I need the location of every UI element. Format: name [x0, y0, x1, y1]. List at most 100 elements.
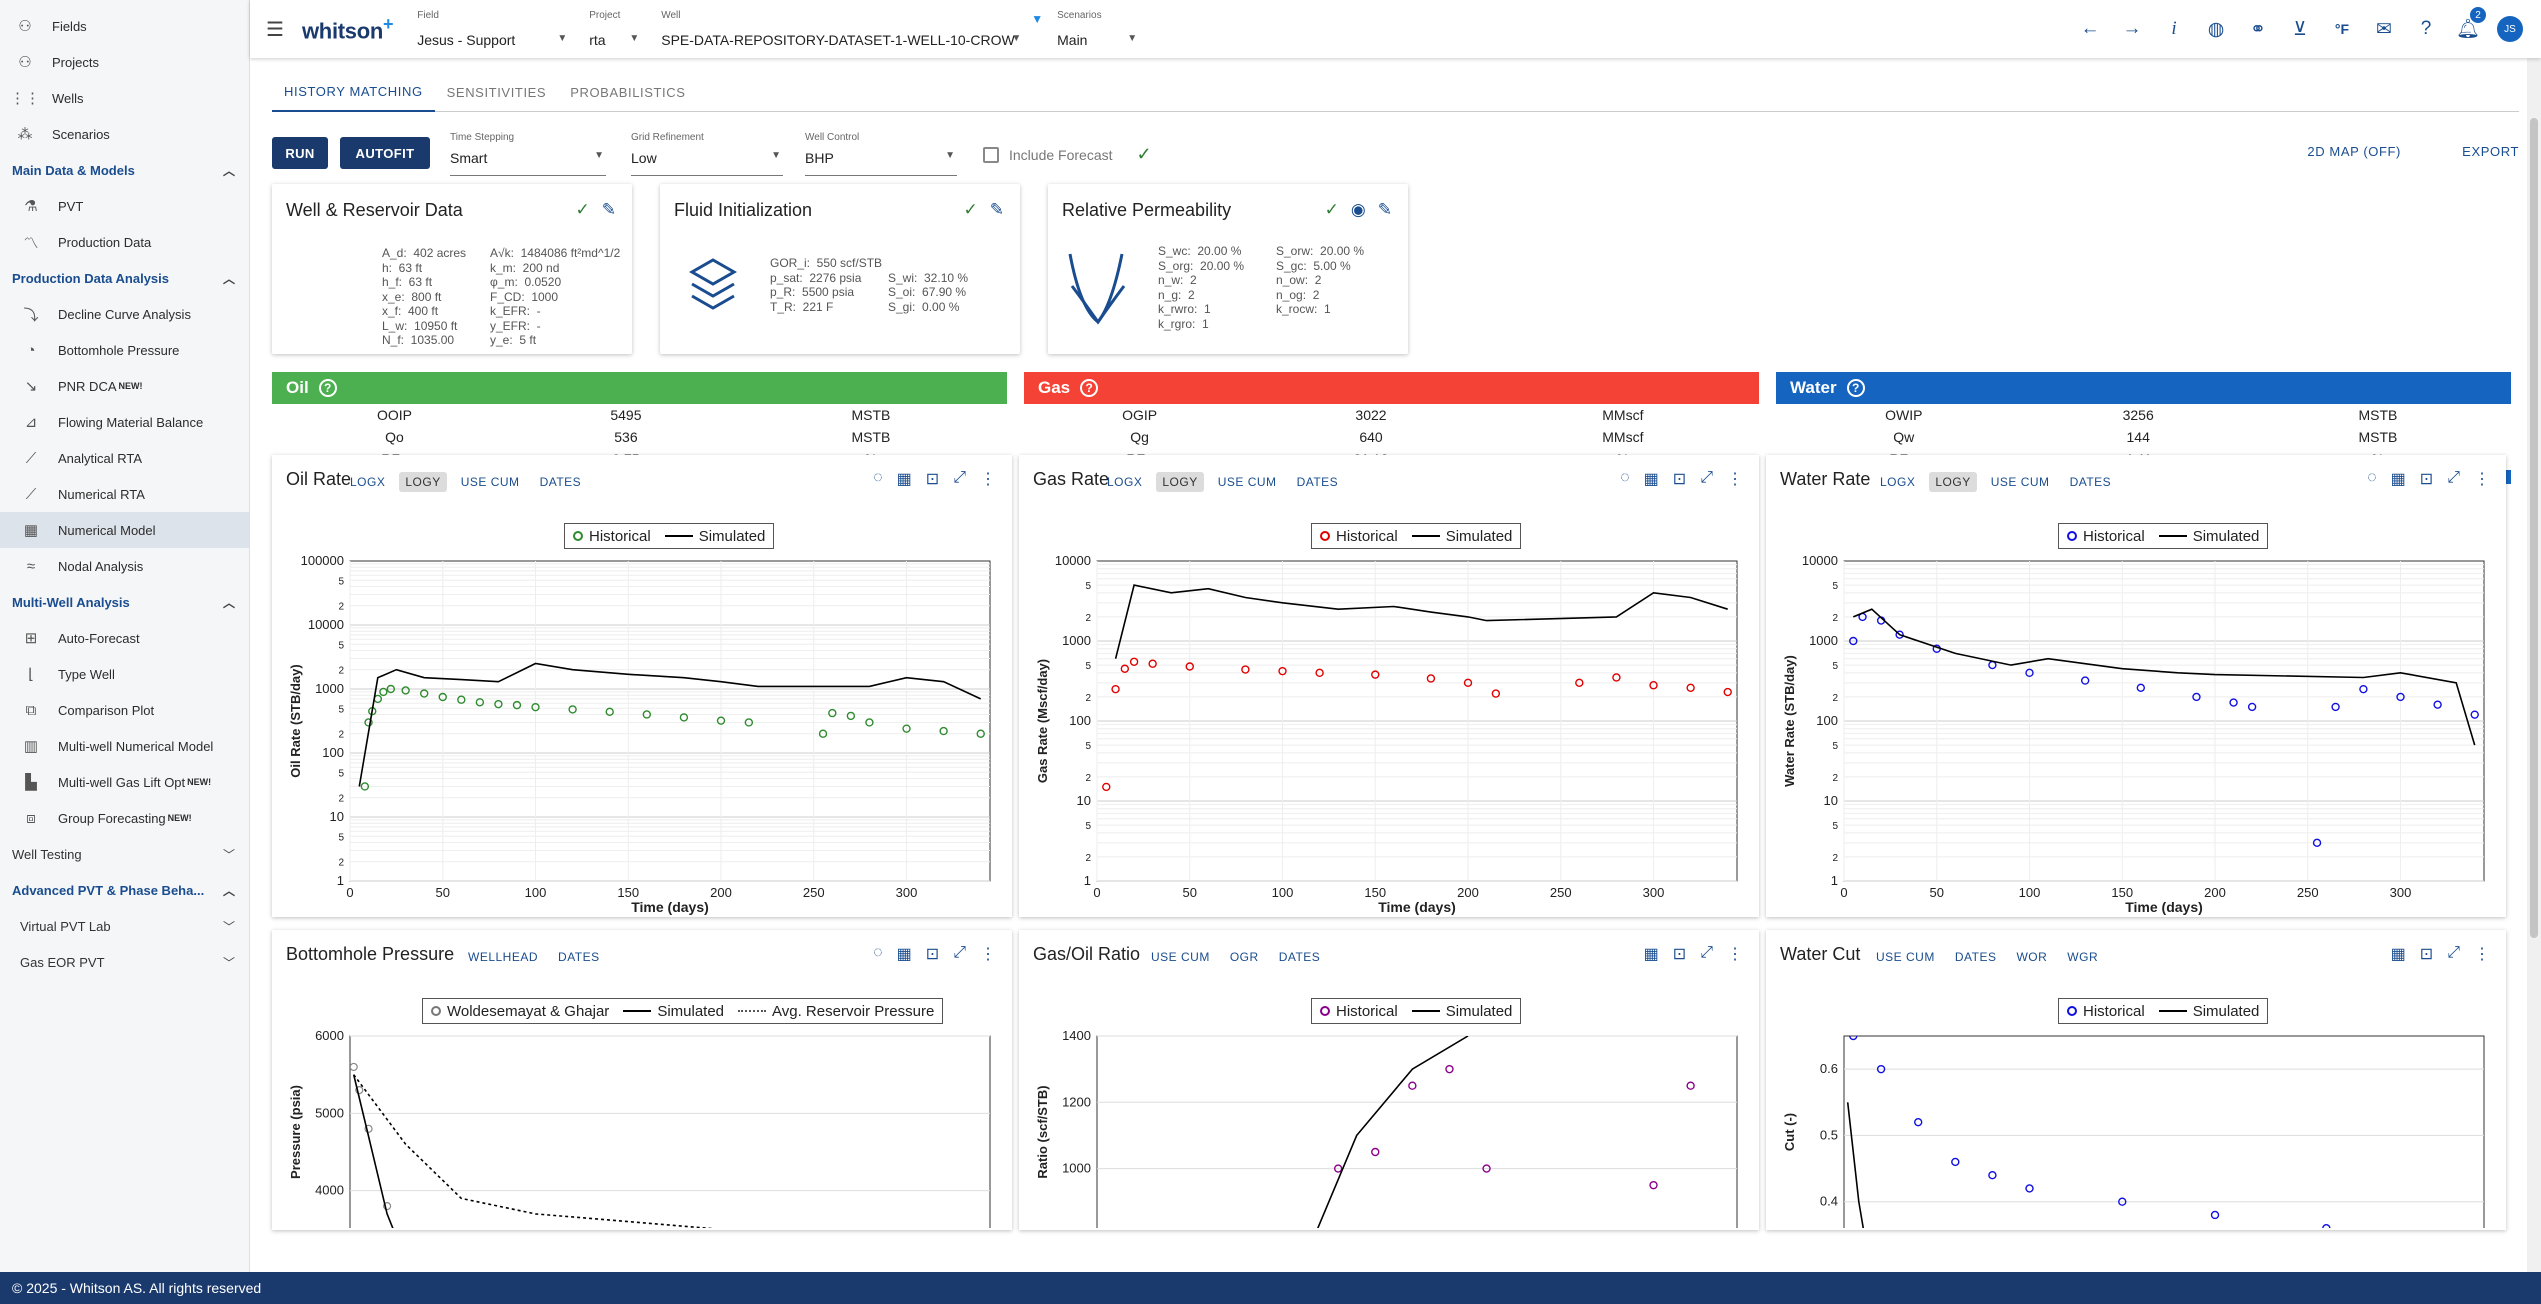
fullscreen-icon[interactable]: ⤢ [1700, 944, 1713, 961]
toggle-dates[interactable]: DATES [1954, 950, 1997, 964]
more-vert-icon[interactable]: ⋮ [2474, 946, 2490, 963]
export-button[interactable]: EXPORT [2462, 144, 2519, 159]
toggle-logy[interactable]: LOGY [1156, 472, 1204, 492]
app-logo[interactable]: whitson+ [302, 13, 394, 44]
tab-probabilistics[interactable]: PROBABILISTICS [570, 84, 686, 100]
sidebar-section-gas-eor[interactable]: Gas EOR PVT ﹀ [20, 954, 235, 970]
scenario-select[interactable]: Scenarios Main ▼ [1057, 10, 1138, 48]
filter-icon[interactable]: ▼ [1031, 12, 1044, 26]
table-icon[interactable]: ▦ [896, 471, 912, 488]
autofit-button[interactable]: AUTOFIT [340, 137, 430, 169]
sidebar-item-analytical-rta[interactable]: ⟋ Analytical RTA [0, 440, 249, 476]
sidebar-item-dca[interactable]: ⤵ Decline Curve Analysis [0, 296, 249, 332]
sidebar-section-pda[interactable]: Production Data Analysis ︿ [12, 270, 235, 286]
sidebar-item-wells[interactable]: ⋮⋮ Wells [0, 80, 249, 116]
fit-icon[interactable]: ⊡ [1672, 946, 1687, 963]
sidebar-item-scenarios[interactable]: ⁂ Scenarios [0, 116, 249, 152]
eye-icon[interactable]: ◉ [1350, 200, 1366, 219]
user-avatar[interactable]: JS [2497, 16, 2523, 42]
hamburger-menu-icon[interactable]: ☰ [266, 18, 284, 41]
fit-icon[interactable]: ⊡ [925, 946, 940, 963]
fullscreen-icon[interactable]: ⤢ [953, 944, 966, 961]
toggle-dates[interactable]: DATES [539, 475, 582, 489]
toggle-use-cum[interactable]: USE CUM [460, 475, 520, 489]
edit-icon[interactable]: ✎ [989, 200, 1004, 219]
sidebar-section-main-data[interactable]: Main Data & Models ︿ [12, 162, 235, 178]
toggle-wor[interactable]: WOR [2016, 950, 2048, 964]
field-select[interactable]: Field Jesus - Support ▼ [417, 10, 568, 48]
reset-zoom-icon[interactable]: ◌ [873, 944, 883, 961]
2d-map-button[interactable]: 2D MAP (OFF) [2307, 144, 2401, 159]
project-select[interactable]: Project rta ▼ [589, 10, 640, 48]
toggle-dates[interactable]: DATES [1296, 475, 1339, 489]
toggle-use-cum[interactable]: USE CUM [1217, 475, 1277, 489]
more-vert-icon[interactable]: ⋮ [980, 946, 996, 963]
sidebar-item-comparison-plot[interactable]: ⧉ Comparison Plot [0, 692, 249, 728]
more-vert-icon[interactable]: ⋮ [980, 471, 996, 488]
chart-gas[interactable]: 1 2 5 10 2 5 100 2 5 1000 2 5 10000 0 50 100 150 200 250 30… [1029, 553, 1749, 915]
sidebar-item-auto-forecast[interactable]: ⊞ Auto-Forecast [0, 620, 249, 656]
edit-icon[interactable]: ✎ [601, 200, 616, 219]
toggle-use-cum[interactable]: USE CUM [1990, 475, 2050, 489]
sidebar-item-bhp[interactable]: ◔ Bottomhole Pressure [0, 332, 249, 368]
fit-icon[interactable]: ⊡ [1672, 471, 1687, 488]
fullscreen-icon[interactable]: ⤢ [2447, 469, 2460, 486]
fit-icon[interactable]: ⊡ [2419, 946, 2434, 963]
chart-wc[interactable]: 0.4 0.5 0.6 Cut (-) [1776, 1028, 2496, 1228]
fullscreen-icon[interactable]: ⤢ [1700, 469, 1713, 486]
edit-icon[interactable]: ✎ [1377, 200, 1392, 219]
sidebar-item-mw-numerical[interactable]: ▥ Multi-well Numerical Model [0, 728, 249, 764]
toggle-dates[interactable]: DATES [558, 950, 600, 964]
toggle-dates[interactable]: DATES [1278, 950, 1321, 964]
tab-sensitivities[interactable]: SENSITIVITIES [446, 84, 547, 100]
table-icon[interactable]: ▦ [2390, 471, 2406, 488]
reset-zoom-icon[interactable]: ◌ [873, 469, 883, 486]
more-vert-icon[interactable]: ⋮ [2474, 471, 2490, 488]
help-icon[interactable]: ? [1080, 379, 1099, 397]
sidebar-section-adv-pvt[interactable]: Advanced PVT & Phase Beha... ︿ [12, 882, 235, 898]
toggle-ogr[interactable]: OGR [1229, 950, 1259, 964]
toggle-logx[interactable]: LOGX [1880, 475, 1916, 489]
fullscreen-icon[interactable]: ⤢ [953, 469, 966, 486]
sidebar-item-pvt[interactable]: ⚗ PVT [0, 188, 249, 224]
sidebar-item-type-well[interactable]: ⌊ Type Well [0, 656, 249, 692]
table-icon[interactable]: ▦ [1643, 471, 1659, 488]
info-icon[interactable]: i [2171, 18, 2177, 39]
well-select[interactable]: Well SPE-DATA-REPOSITORY-DATASET-1-WELL-1… [661, 10, 1022, 48]
reset-zoom-icon[interactable]: ◌ [1620, 469, 1630, 486]
chart-oil[interactable]: 1 2 5 10 2 5 100 2 5 1000 2 5 10000 2 5 100000 0 50 100 150… [282, 553, 1002, 915]
sidebar-item-mw-gas-lift[interactable]: ▙ Multi-well Gas Lift Opt NEW! [0, 764, 249, 800]
toggle-use-cum[interactable]: USE CUM [1876, 950, 1935, 964]
table-icon[interactable]: ▦ [2390, 946, 2406, 963]
time-stepping-select[interactable]: Time Stepping Smart ▼ [450, 130, 606, 176]
sidebar-section-vpl[interactable]: Virtual PVT Lab ﹀ [20, 918, 235, 934]
include-forecast-checkbox[interactable]: Include Forecast ✓ [983, 144, 1152, 165]
sidebar-item-fields[interactable]: ⚇ Fields [0, 8, 249, 44]
download-icon[interactable]: ⊻ [2293, 18, 2307, 40]
grid-refinement-select[interactable]: Grid Refinement Low ▼ [631, 130, 783, 176]
tab-history-matching[interactable]: HISTORY MATCHING [272, 72, 435, 112]
feedback-icon[interactable]: ✉ [2376, 18, 2392, 40]
unit-toggle[interactable]: °F [2334, 21, 2350, 37]
sidebar-item-projects[interactable]: ⚇ Projects [0, 44, 249, 80]
toggle-dates[interactable]: DATES [2069, 475, 2112, 489]
sidebar-item-nodal[interactable]: ≈ Nodal Analysis [0, 548, 249, 584]
sidebar-item-fmb[interactable]: ⊿ Flowing Material Balance [0, 404, 249, 440]
link-icon[interactable]: ⚭ [2250, 18, 2266, 40]
sidebar-section-well-testing[interactable]: Well Testing ﹀ [12, 846, 235, 862]
forward-arrow-icon[interactable]: → [2122, 18, 2142, 39]
notifications-bell-icon[interactable]: 🔔︎ 2 [2455, 7, 2486, 42]
back-arrow-icon[interactable]: ← [2080, 18, 2100, 39]
toggle-logx[interactable]: LOGX [350, 475, 386, 489]
more-vert-icon[interactable]: ⋮ [1727, 471, 1743, 488]
more-vert-icon[interactable]: ⋮ [1727, 946, 1743, 963]
table-icon[interactable]: ▦ [1643, 946, 1659, 963]
toggle-wgr[interactable]: WGR [2067, 950, 2099, 964]
toggle-wellhead[interactable]: WELLHEAD [468, 950, 539, 964]
globe-icon[interactable]: ◍ [2207, 18, 2225, 40]
fit-icon[interactable]: ⊡ [925, 471, 940, 488]
sidebar-item-numerical-model[interactable]: ▦ Numerical Model [0, 512, 249, 548]
toggle-logy[interactable]: LOGY [399, 472, 447, 492]
chart-water[interactable]: 1 2 5 10 2 5 100 2 5 1000 2 5 10000 0 50 100 150 200 250 30… [1776, 553, 2496, 915]
sidebar-section-mwa[interactable]: Multi-Well Analysis ︿ [12, 594, 235, 610]
